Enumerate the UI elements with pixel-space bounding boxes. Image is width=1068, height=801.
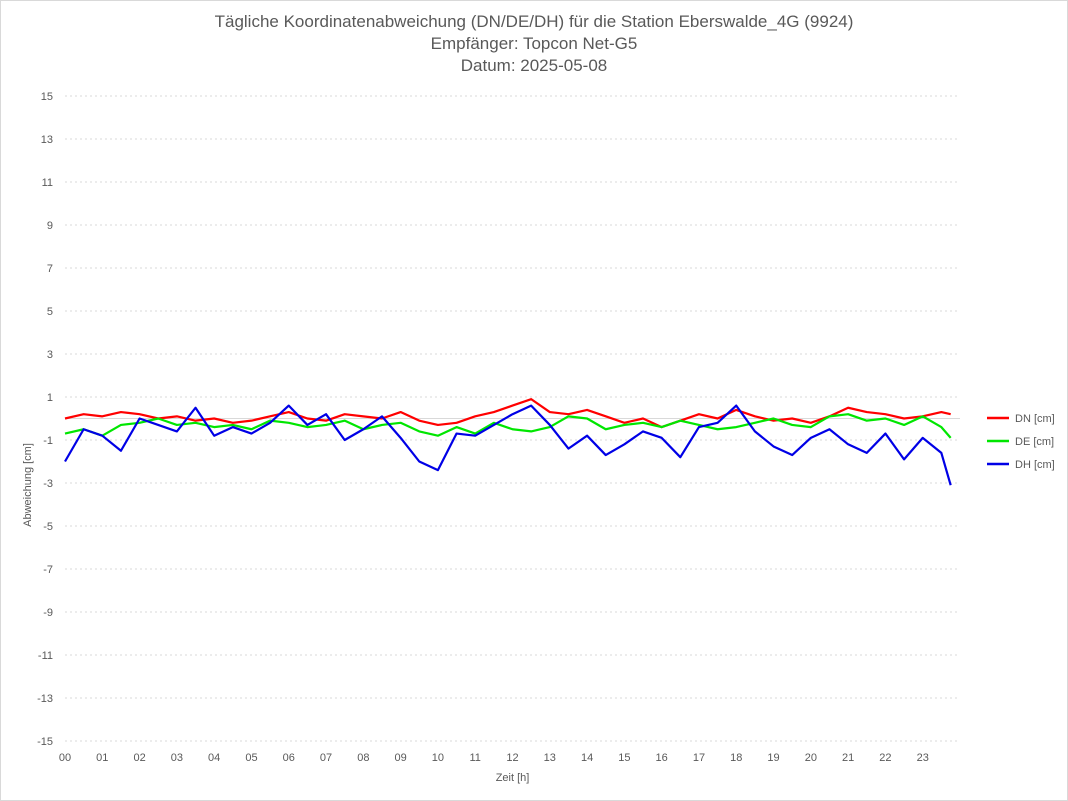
x-tick-label: 03 <box>171 752 183 764</box>
x-tick-label: 20 <box>805 752 817 764</box>
x-tick-label: 04 <box>208 752 220 764</box>
series-line-dh <box>64 404 952 486</box>
x-tick-label: 01 <box>96 752 108 764</box>
y-tick-label: 1 <box>47 392 53 404</box>
legend: DN [cm] DE [cm] DH [cm] <box>987 413 1055 471</box>
chart-subtitle-receiver: Empfänger: Topcon Net-G5 <box>430 34 638 53</box>
x-tick-label: 08 <box>357 752 369 764</box>
x-tick-label: 05 <box>245 752 257 764</box>
x-tick-label: 12 <box>506 752 518 764</box>
x-tick-label: 07 <box>320 752 332 764</box>
series-line-dn <box>64 398 951 429</box>
x-tick-label: 23 <box>917 752 929 764</box>
x-tick-label: 02 <box>133 752 145 764</box>
y-tick-label: -15 <box>37 736 53 748</box>
y-tick-label: -9 <box>43 607 53 619</box>
y-tick-label: -7 <box>43 564 53 576</box>
x-tick-label: 16 <box>656 752 668 764</box>
y-tick-label: 3 <box>47 349 53 361</box>
grid-lines <box>65 95 960 742</box>
y-axis-title: Abweichung [cm] <box>22 443 34 527</box>
y-tick-label: 7 <box>47 263 53 275</box>
x-tick-label: 11 <box>469 752 480 764</box>
y-tick-label: 9 <box>47 220 53 232</box>
x-tick-label: 18 <box>730 752 742 764</box>
x-tick-label: 17 <box>693 752 705 764</box>
x-tick-label: 21 <box>842 752 854 764</box>
y-tick-label: 13 <box>41 134 53 146</box>
chart-title: Tägliche Koordinatenabweichung (DN/DE/DH… <box>214 12 854 31</box>
y-tick-label: -13 <box>37 693 53 705</box>
legend-label: DH [cm] <box>1015 459 1055 471</box>
y-tick-label: -1 <box>43 435 53 447</box>
legend-label: DE [cm] <box>1015 436 1054 448</box>
y-tick-label: 5 <box>47 306 53 318</box>
series-line-de <box>64 413 952 439</box>
x-tick-label: 09 <box>395 752 407 764</box>
series-lines <box>64 398 952 486</box>
y-tick-label: -3 <box>43 478 53 490</box>
y-tick-labels: 15 13 11 9 7 5 3 1 -1 -3 -5 -7 -9 -11 -13 -15 <box>37 91 53 748</box>
y-tick-label: 15 <box>41 91 53 103</box>
x-tick-label: 22 <box>879 752 891 764</box>
x-tick-labels: 00 01 02 03 04 05 06 07 08 09 10 11 12 13 14 15 16 17 18 19… <box>59 752 929 764</box>
x-axis-title: Zeit [h] <box>496 772 530 784</box>
x-tick-label: 13 <box>544 752 556 764</box>
y-tick-label: -11 <box>38 650 53 662</box>
chart-title-block: Tägliche Koordinatenabweichung (DN/DE/DH… <box>1 11 1067 77</box>
y-tick-label: 11 <box>42 177 53 189</box>
x-tick-label: 10 <box>432 752 444 764</box>
x-tick-label: 15 <box>618 752 630 764</box>
legend-label: DN [cm] <box>1015 413 1055 425</box>
x-tick-label: 19 <box>767 752 779 764</box>
x-tick-label: 06 <box>283 752 295 764</box>
chart-subtitle-date: Datum: 2025-05-08 <box>460 56 608 75</box>
x-tick-label: 00 <box>59 752 71 764</box>
y-tick-label: -5 <box>43 521 53 533</box>
x-tick-label: 14 <box>581 752 593 764</box>
